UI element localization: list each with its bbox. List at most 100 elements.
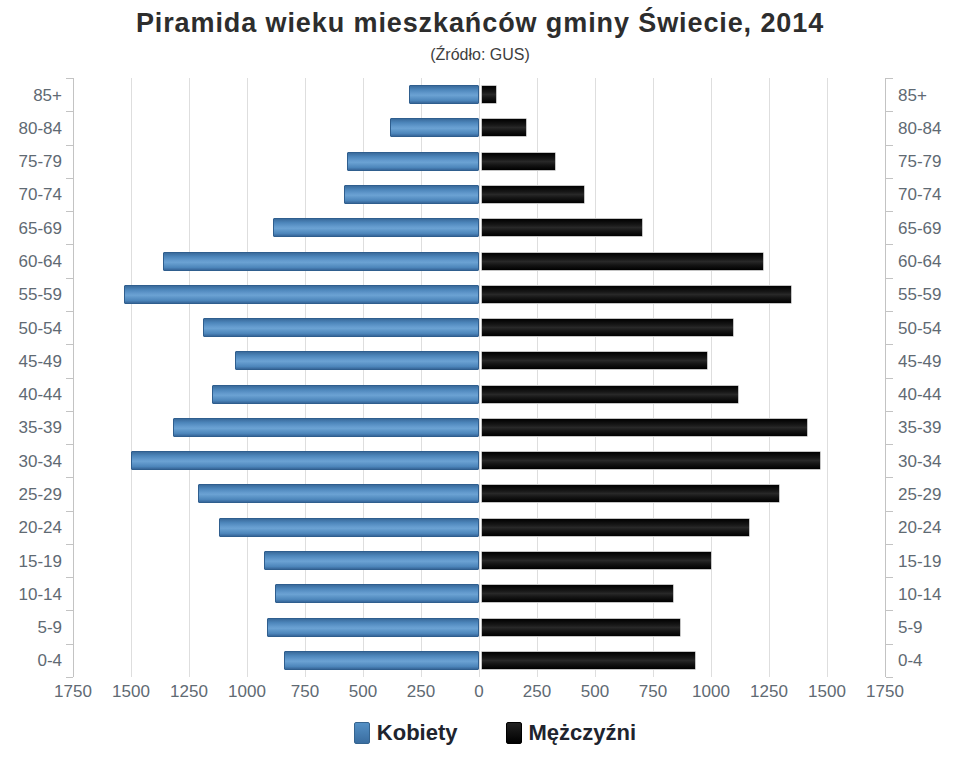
y-axis-tick xyxy=(886,610,893,611)
y-axis-tick xyxy=(66,278,73,279)
y-axis-tick xyxy=(66,311,73,312)
gridline xyxy=(247,78,248,677)
y-axis-tick xyxy=(66,577,73,578)
y-axis-label-right: 30-34 xyxy=(898,452,960,472)
bar-female-40-44 xyxy=(212,385,479,404)
y-axis-tick xyxy=(66,178,73,179)
x-axis-tick-label: 1000 xyxy=(681,682,741,702)
y-axis-label-left: 60-64 xyxy=(0,252,62,272)
y-axis-label-left: 50-54 xyxy=(0,319,62,339)
y-axis-tick xyxy=(66,111,73,112)
x-axis-tick-label: 1500 xyxy=(797,682,857,702)
y-axis-tick xyxy=(66,610,73,611)
y-axis-tick xyxy=(66,211,73,212)
y-axis-label-right: 65-69 xyxy=(898,219,960,239)
gridline xyxy=(189,78,190,677)
bar-male-25-29 xyxy=(481,484,780,503)
x-axis-tick-label: 750 xyxy=(275,682,335,702)
y-axis-tick xyxy=(886,411,893,412)
bar-female-80-84 xyxy=(390,118,479,137)
bar-female-85+ xyxy=(409,85,479,104)
y-axis-label-left: 45-49 xyxy=(0,352,62,372)
bar-female-65-69 xyxy=(273,218,479,237)
y-axis-tick xyxy=(66,78,73,79)
bar-female-20-24 xyxy=(219,518,479,537)
x-axis-tick-label: 1500 xyxy=(101,682,161,702)
gridline xyxy=(711,78,712,677)
y-axis-tick xyxy=(886,378,893,379)
y-axis-tick xyxy=(886,145,893,146)
male-swatch-icon xyxy=(506,722,522,744)
y-axis-label-left: 75-79 xyxy=(0,152,62,172)
axis-line xyxy=(73,78,74,677)
y-axis-label-left: 25-29 xyxy=(0,485,62,505)
y-axis-label-right: 50-54 xyxy=(898,319,960,339)
y-axis-tick xyxy=(886,311,893,312)
y-axis-label-right: 75-79 xyxy=(898,152,960,172)
y-axis-label-left: 5-9 xyxy=(0,618,62,638)
y-axis-label-left: 15-19 xyxy=(0,552,62,572)
legend-label-female: Kobiety xyxy=(377,720,458,746)
y-axis-label-right: 70-74 xyxy=(898,185,960,205)
y-axis-label-left: 40-44 xyxy=(0,385,62,405)
bar-male-10-14 xyxy=(481,584,674,603)
chart-subtitle: (Źródło: GUS) xyxy=(0,46,960,64)
y-axis-tick xyxy=(66,411,73,412)
bar-male-35-39 xyxy=(481,418,808,437)
y-axis-tick xyxy=(886,78,893,79)
y-axis-tick xyxy=(66,544,73,545)
bar-female-60-64 xyxy=(163,252,479,271)
population-pyramid-chart: Piramida wieku mieszkańców gminy Świecie… xyxy=(0,0,960,768)
y-axis-tick xyxy=(886,477,893,478)
legend: Kobiety Mężczyźni xyxy=(15,720,960,746)
bar-male-85+ xyxy=(481,85,497,104)
y-axis-tick xyxy=(66,644,73,645)
bar-male-20-24 xyxy=(481,518,750,537)
y-axis-tick xyxy=(66,444,73,445)
bar-male-0-4 xyxy=(481,651,696,670)
y-axis-label-right: 80-84 xyxy=(898,119,960,139)
y-axis-label-right: 5-9 xyxy=(898,618,960,638)
y-axis-tick xyxy=(886,677,893,678)
y-axis-label-right: 15-19 xyxy=(898,552,960,572)
chart-title: Piramida wieku mieszkańców gminy Świecie… xyxy=(0,8,960,39)
y-axis-label-left: 35-39 xyxy=(0,418,62,438)
bar-male-5-9 xyxy=(481,618,681,637)
y-axis-tick xyxy=(886,511,893,512)
y-axis-tick xyxy=(886,577,893,578)
bar-female-55-59 xyxy=(124,285,479,304)
y-axis-label-right: 35-39 xyxy=(898,418,960,438)
y-axis-tick xyxy=(66,145,73,146)
legend-item-male: Mężczyźni xyxy=(506,720,637,746)
y-axis-tick xyxy=(66,378,73,379)
y-axis-tick xyxy=(886,111,893,112)
bar-male-50-54 xyxy=(481,318,734,337)
bar-female-5-9 xyxy=(267,618,479,637)
bar-female-35-39 xyxy=(173,418,479,437)
bar-male-75-79 xyxy=(481,152,556,171)
legend-item-female: Kobiety xyxy=(354,720,458,746)
x-axis-tick-label: 1250 xyxy=(739,682,799,702)
y-axis-label-right: 85+ xyxy=(898,86,960,106)
y-axis-tick xyxy=(886,278,893,279)
y-axis-tick xyxy=(886,644,893,645)
y-axis-label-left: 70-74 xyxy=(0,185,62,205)
y-axis-tick xyxy=(886,178,893,179)
bar-male-30-34 xyxy=(481,451,821,470)
gridline xyxy=(479,78,480,677)
y-axis-tick xyxy=(66,511,73,512)
y-axis-label-right: 10-14 xyxy=(898,585,960,605)
bar-male-60-64 xyxy=(481,252,764,271)
bar-female-45-49 xyxy=(235,351,479,370)
legend-label-male: Mężczyźni xyxy=(529,720,637,746)
y-axis-label-right: 20-24 xyxy=(898,518,960,538)
y-axis-label-left: 10-14 xyxy=(0,585,62,605)
gridline xyxy=(827,78,828,677)
x-axis-tick-label: 1000 xyxy=(217,682,277,702)
y-axis-label-left: 20-24 xyxy=(0,518,62,538)
y-axis-tick xyxy=(886,344,893,345)
y-axis-label-left: 80-84 xyxy=(0,119,62,139)
x-axis-tick-label: 750 xyxy=(623,682,683,702)
y-axis-label-right: 0-4 xyxy=(898,651,960,671)
x-axis-tick-label: 500 xyxy=(333,682,393,702)
